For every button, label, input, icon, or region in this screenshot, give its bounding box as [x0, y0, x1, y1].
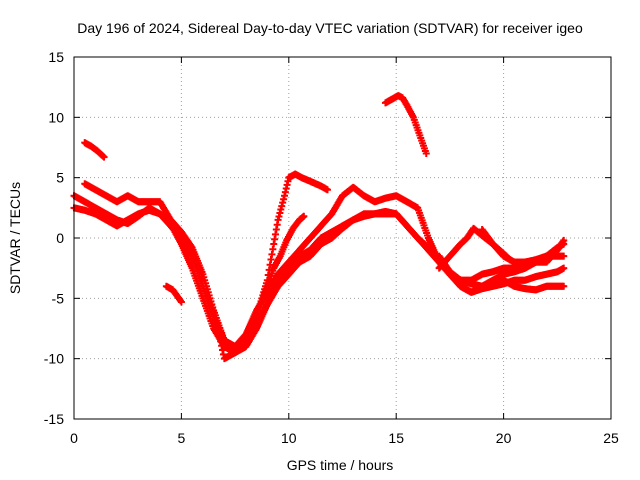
y-tick-label: -10	[44, 351, 64, 367]
data-series-7	[205, 170, 331, 363]
x-tick-label: 0	[70, 430, 78, 446]
x-tick-label: 20	[496, 430, 512, 446]
data-point	[560, 264, 568, 272]
data-point	[300, 212, 308, 220]
y-tick-label: 15	[48, 49, 64, 65]
data-point	[560, 282, 568, 290]
data-series-6	[162, 282, 185, 306]
axis-ticks	[73, 56, 612, 420]
data-series-9	[435, 252, 568, 294]
grid-lines	[74, 57, 611, 419]
data-point	[177, 298, 185, 306]
data-point	[100, 153, 108, 161]
x-axis-label: GPS time / hours	[287, 457, 394, 473]
data-series-4	[81, 180, 568, 351]
data-point	[422, 150, 430, 158]
data-point	[323, 186, 331, 194]
x-tick-label: 25	[603, 430, 619, 446]
data-points	[70, 92, 568, 363]
x-tick-label: 10	[281, 430, 297, 446]
data-series-8	[257, 212, 308, 308]
data-series-3	[70, 192, 568, 357]
y-tick-label: 0	[56, 230, 64, 246]
y-tick-label: 5	[56, 170, 64, 186]
data-series-1	[81, 139, 108, 161]
y-tick-label: -15	[44, 411, 64, 427]
data-series-2	[381, 92, 430, 158]
tick-labels: 0 5 10 15 20 25 -15 -10 -5 0 5 10 15	[44, 49, 619, 446]
data-series-5	[70, 204, 568, 351]
data-series-11	[478, 226, 568, 266]
chart-title: Day 196 of 2024, Sidereal Day-to-day VTE…	[77, 20, 583, 36]
y-tick-label: -5	[52, 290, 65, 306]
y-axis-label: SDTVAR / TECUs	[7, 182, 23, 294]
x-tick-label: 15	[388, 430, 404, 446]
x-tick-label: 5	[178, 430, 186, 446]
data-point	[560, 240, 568, 248]
data-point	[560, 252, 568, 260]
y-tick-label: 10	[48, 109, 64, 125]
